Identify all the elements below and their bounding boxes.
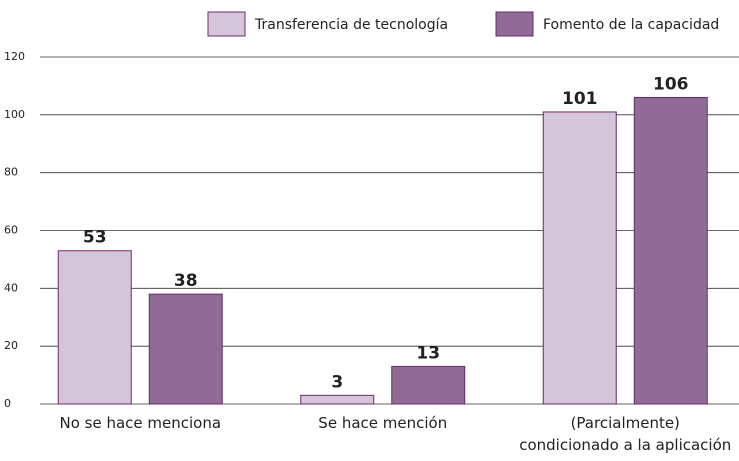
data-label: 13 <box>416 343 440 363</box>
data-label: 3 <box>331 372 343 392</box>
x-tick-label: (Parcialmente) condicionado a la aplicac… <box>519 414 732 454</box>
legend-swatch <box>207 11 246 37</box>
y-tick-label: 60 <box>4 224 18 237</box>
legend-swatch <box>495 11 534 37</box>
x-tick-label: Se hace mención <box>318 414 448 432</box>
legend-label: Fomento de la capacidad <box>543 17 719 33</box>
data-label: 101 <box>562 89 598 109</box>
y-tick-label: 120 <box>4 50 25 63</box>
y-tick-label: 40 <box>4 281 18 294</box>
data-label: 106 <box>653 74 689 94</box>
legend-label: Transferencia de tecnología <box>254 17 448 33</box>
bar <box>57 250 132 405</box>
bar <box>300 394 375 405</box>
bar <box>542 111 617 405</box>
bar <box>633 96 708 405</box>
y-tick-label: 20 <box>4 339 18 352</box>
data-label: 38 <box>174 271 198 291</box>
y-tick-label: 80 <box>4 166 18 179</box>
x-tick-label: No se hace menciona <box>59 414 222 432</box>
y-tick-label: 0 <box>4 397 11 410</box>
bar <box>148 293 223 405</box>
bar <box>391 365 466 405</box>
y-tick-label: 100 <box>4 108 25 121</box>
data-label: 53 <box>83 228 107 248</box>
